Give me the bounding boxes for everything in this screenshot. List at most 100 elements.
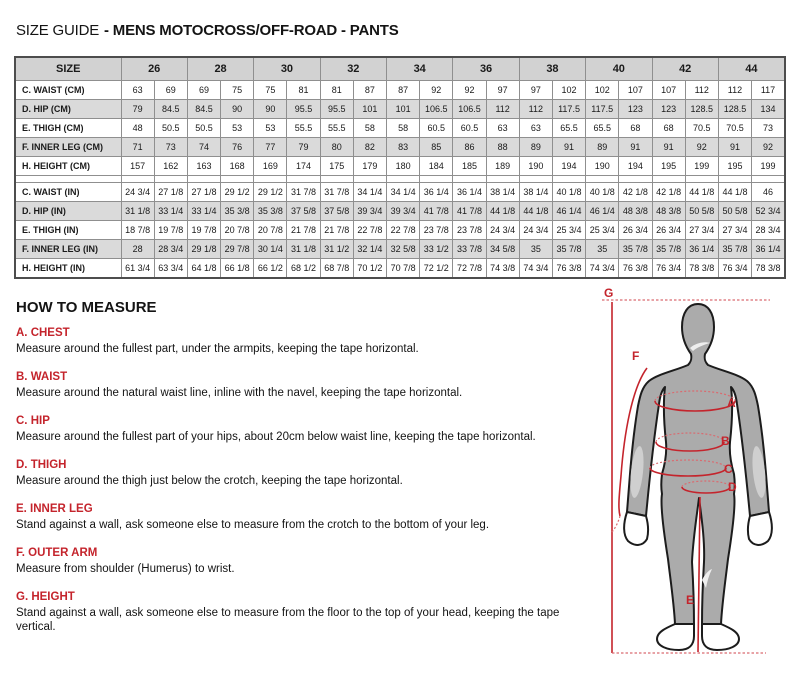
table-cell: 101 (352, 99, 388, 119)
table-cell: 35 3/8 (220, 201, 255, 221)
table-cell: 25 3/4 (585, 220, 620, 240)
table-row: D. HIP (IN) 31 1/8 33 1/4 33 1/4 35 3/8 35 3/… (14, 201, 786, 221)
table-header-cell: 36 (452, 56, 520, 81)
table-cell: 28 (120, 239, 155, 259)
table-cell: 41 7/8 (419, 201, 454, 221)
table-cell: 76 (220, 137, 255, 157)
hip-ellipse-back (649, 459, 727, 469)
table-cell: 48 3/8 (651, 201, 686, 221)
measure-section: E. INNER LEG Stand against a wall, ask so… (16, 503, 601, 532)
table-cell: 27 3/4 (684, 220, 719, 240)
chest-ellipse (654, 400, 736, 412)
table-cell: 31 1/8 (286, 239, 321, 259)
measure-section: F. OUTER ARM Measure from shoulder (Humer… (16, 547, 601, 576)
table-cell: 76 3/4 (651, 258, 686, 279)
table-cell: 70.5 (717, 118, 753, 138)
table-cell: 66 1/8 (220, 258, 255, 279)
table-cell: 20 7/8 (253, 220, 288, 240)
table-cell: 69 (186, 80, 222, 100)
table-cell: 97 (518, 80, 553, 100)
table-header-cell: 44 (717, 56, 786, 81)
measure-section-heading: G. HEIGHT (16, 591, 75, 603)
table-cell: 38 1/4 (518, 182, 553, 202)
table-row: D. HIP (CM) 79 84.5 84.5 90 90 95.5 95.5 101 101 1… (14, 99, 786, 119)
table-cell (618, 175, 653, 183)
left-forearm-guard (630, 446, 644, 498)
table-cell: 101 (385, 99, 421, 119)
table-cell: 35 7/8 (618, 239, 653, 259)
table-cell: 34 1/4 (352, 182, 388, 202)
table-cell: 31 7/8 (286, 182, 321, 202)
table-cell: 84.5 (186, 99, 222, 119)
table-cell: 21 7/8 (319, 220, 354, 240)
table-cell: 31 1/2 (319, 239, 354, 259)
table-cell: H. HEIGHT (CM) (14, 156, 122, 176)
table-cell: 78 3/8 (684, 258, 719, 279)
table-cell: 58 (352, 118, 388, 138)
table-cell: 71 (120, 137, 155, 157)
figure-label-f: F (632, 349, 639, 363)
table-cell: 190 (518, 156, 553, 176)
table-cell: 66 1/2 (253, 258, 288, 279)
table-cell: 134 (751, 99, 786, 119)
table-cell: 68 (651, 118, 686, 138)
table-cell: 63 (485, 118, 520, 138)
table-cell: 52 3/4 (751, 201, 786, 221)
table-cell: 85 (419, 137, 454, 157)
table-cell: 79 (120, 99, 155, 119)
table-cell: 50 5/8 (717, 201, 753, 221)
table-cell: 73 (153, 137, 188, 157)
how-to-measure-heading: HOW TO MEASURE (16, 299, 157, 316)
table-cell: 30 1/4 (253, 239, 288, 259)
table-cell: 195 (717, 156, 753, 176)
table-cell: 78 3/8 (751, 258, 786, 279)
body-figure-svg: G F A B C D E (602, 286, 773, 654)
measure-section-heading: A. CHEST (16, 327, 70, 339)
measure-section-text: Measure around the thigh just below the … (16, 475, 403, 487)
table-cell: 162 (153, 156, 188, 176)
table-cell: 68 7/8 (319, 258, 354, 279)
table-cell: 199 (751, 156, 786, 176)
table-cell: 70 7/8 (385, 258, 421, 279)
measure-section-text: Stand against a wall, ask someone else t… (16, 607, 560, 633)
table-cell: 26 3/4 (651, 220, 686, 240)
table-cell: 36 1/4 (419, 182, 454, 202)
table-cell: 74 3/4 (518, 258, 553, 279)
table-cell (186, 175, 222, 183)
table-header-cell: 34 (385, 56, 454, 81)
table-cell: 87 (385, 80, 421, 100)
table-cell: 194 (551, 156, 587, 176)
table-cell: 37 5/8 (286, 201, 321, 221)
table-cell: 112 (485, 99, 520, 119)
table-cell: E. THIGH (IN) (14, 220, 122, 240)
table-row: C. WAIST (CM) 63 69 69 75 75 81 81 87 87 92 92 97 97 1… (14, 80, 786, 100)
table-row: C. WAIST (IN) 24 3/4 27 1/8 27 1/8 29 1/2 29 … (14, 182, 786, 202)
table-cell: 35 7/8 (717, 239, 753, 259)
table-cell: 27 1/8 (186, 182, 222, 202)
table-cell: 48 3/8 (618, 201, 653, 221)
table-cell: 36 1/4 (452, 182, 487, 202)
table-cell: 28 3/4 (751, 220, 786, 240)
measure-section-text: Measure around the fullest part, under t… (16, 343, 419, 355)
measure-section-heading: F. OUTER ARM (16, 547, 98, 559)
table-cell: 112 (518, 99, 553, 119)
table-cell: 33 7/8 (452, 239, 487, 259)
table-cell: 70.5 (684, 118, 719, 138)
table-cell: 24 3/4 (518, 220, 553, 240)
table-cell: 89 (585, 137, 620, 157)
table-cell: 44 1/8 (518, 201, 553, 221)
table-cell: 44 1/8 (717, 182, 753, 202)
table-cell: 88 (485, 137, 520, 157)
table-cell: 35 3/8 (253, 201, 288, 221)
table-cell: 82 (352, 137, 388, 157)
table-cell: 58 (385, 118, 421, 138)
table-cell: E. THIGH (CM) (14, 118, 122, 138)
table-cell: 65.5 (585, 118, 620, 138)
table-cell: 32 5/8 (385, 239, 421, 259)
table-cell: 69 (153, 80, 188, 100)
table-cell: 86 (452, 137, 487, 157)
table-cell: 92 (419, 80, 454, 100)
table-header-cell: 40 (585, 56, 653, 81)
table-cell: 76 3/8 (551, 258, 587, 279)
table-cell: C. WAIST (CM) (14, 80, 122, 100)
